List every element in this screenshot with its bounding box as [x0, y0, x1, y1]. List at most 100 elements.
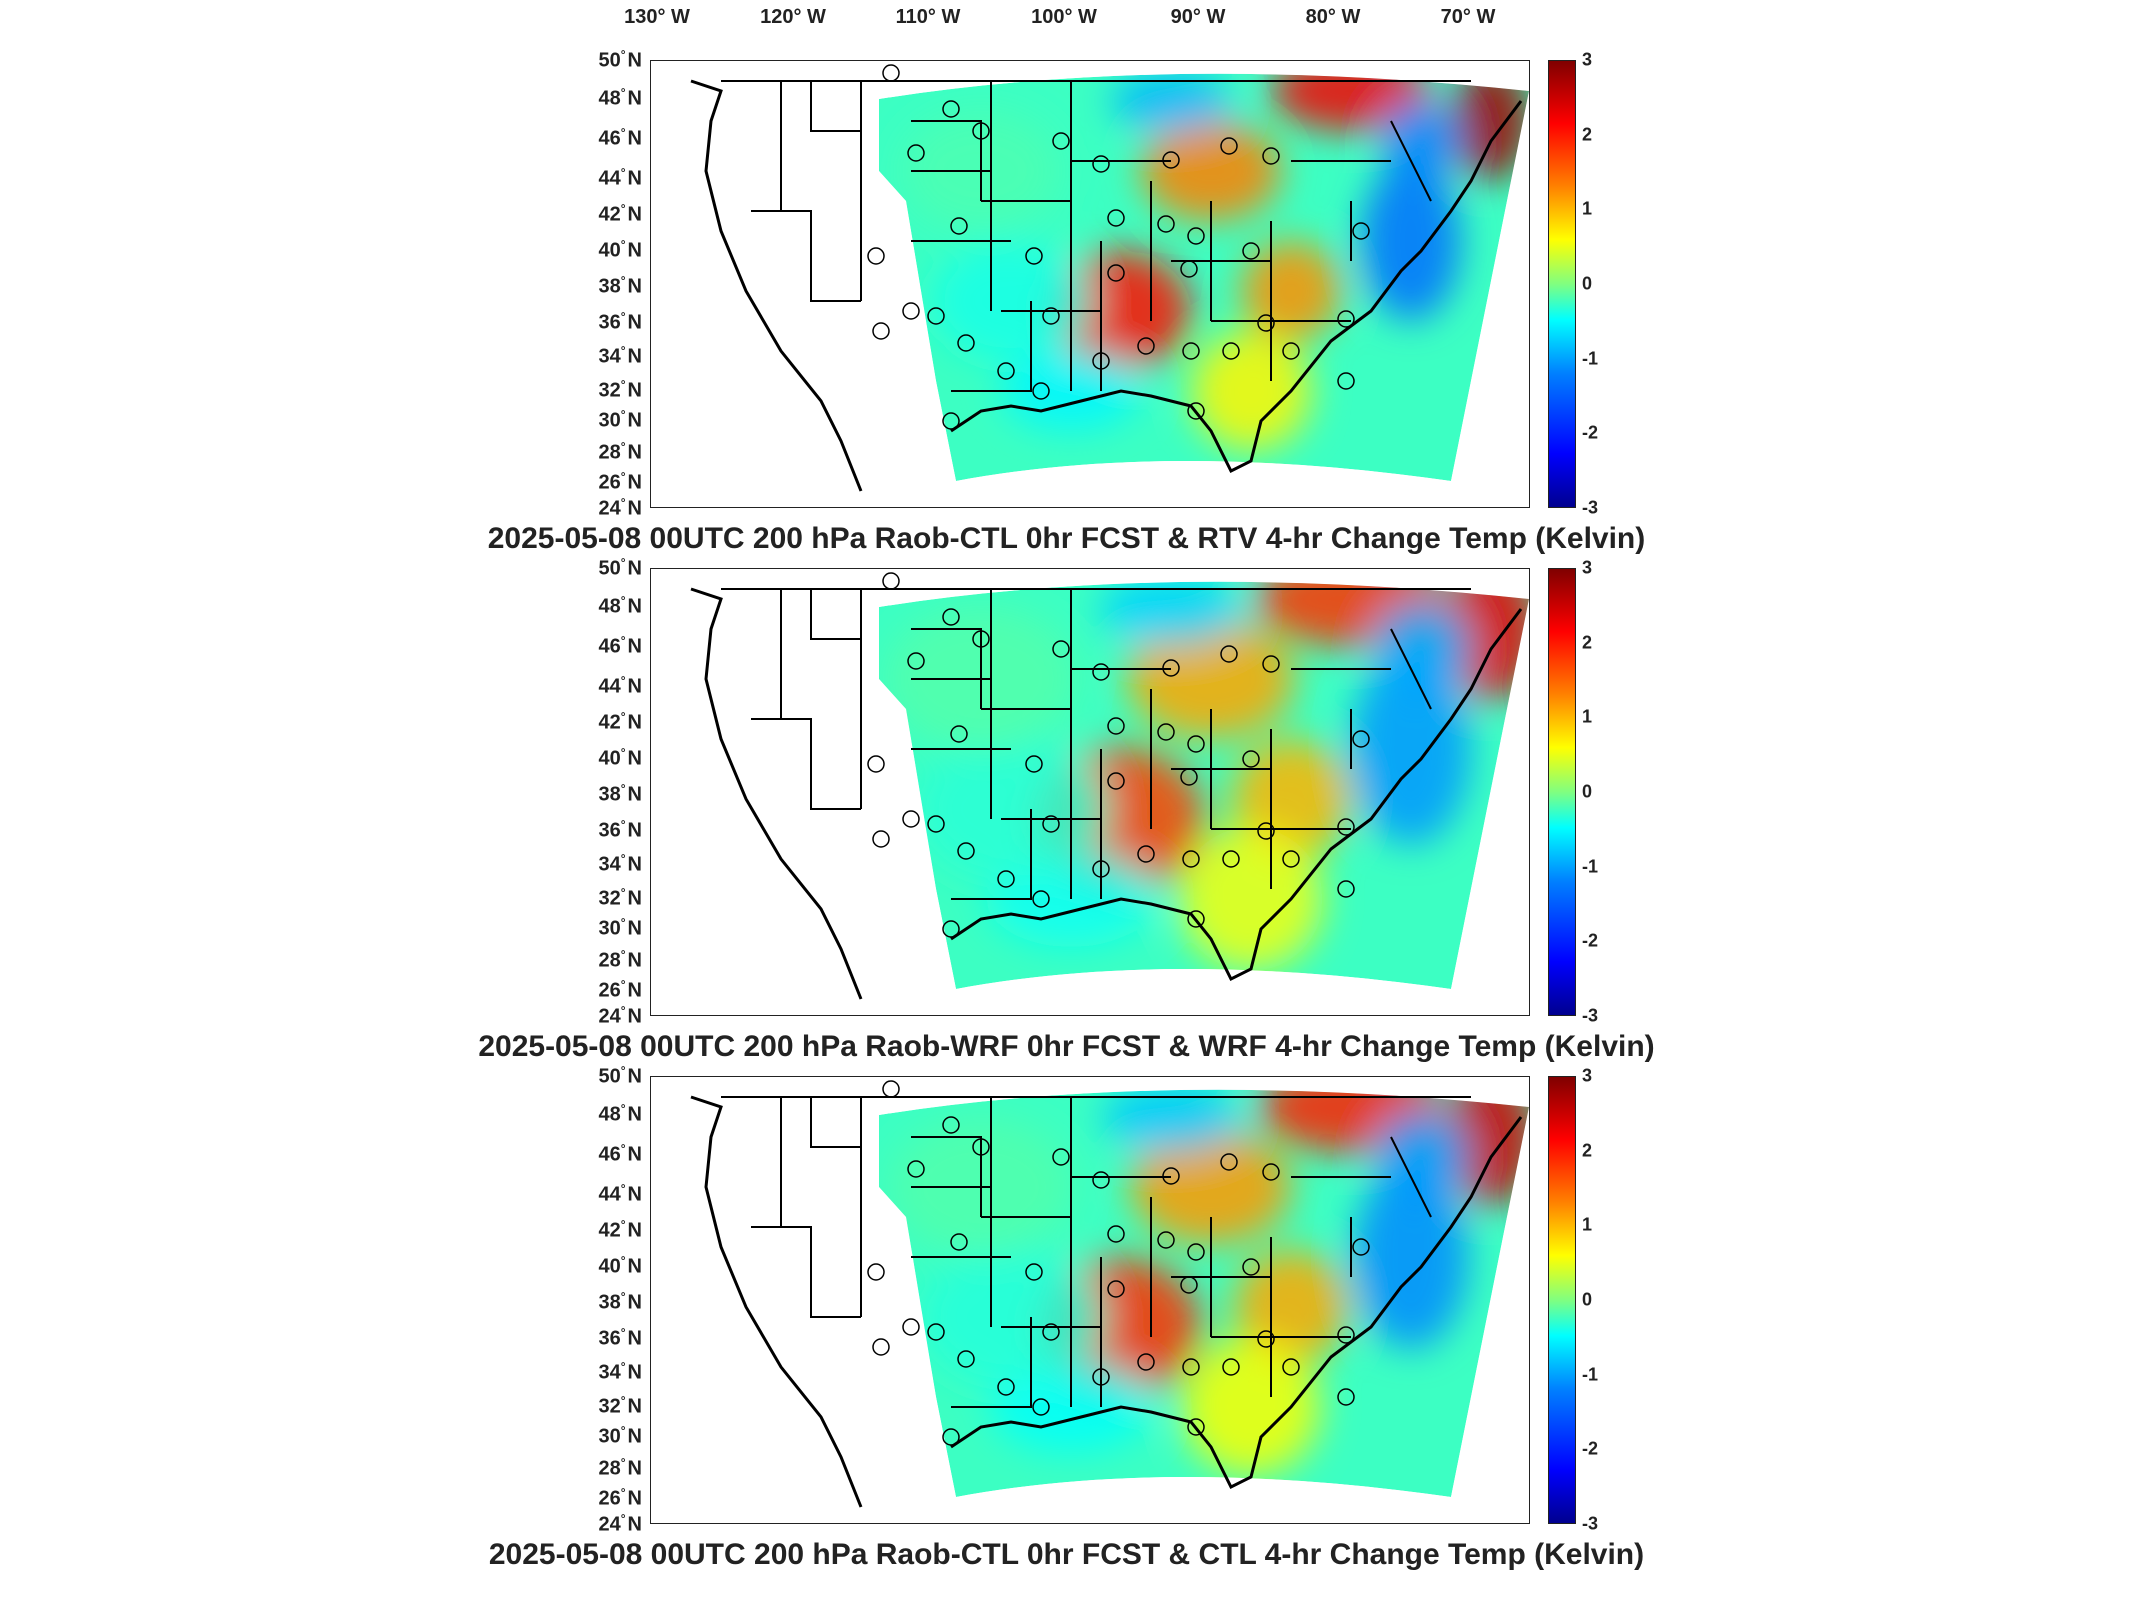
- lat-label-38n: 38° N: [598, 1289, 642, 1314]
- lat-label-46n: 46° N: [598, 125, 642, 150]
- colorbar-3: [1548, 1076, 1576, 1524]
- raob-station-marker: [882, 64, 900, 82]
- raob-station-marker: [1180, 260, 1198, 278]
- raob-station-marker: [902, 810, 920, 828]
- raob-station-marker: [907, 1160, 925, 1178]
- lat-label-28n: 28° N: [598, 439, 642, 464]
- raob-station-marker: [867, 1263, 885, 1281]
- field-anomaly: [1127, 619, 1295, 739]
- lat-label-26n: 26° N: [598, 1485, 642, 1510]
- lat-label-24n: 24° N: [598, 1511, 642, 1536]
- field-anomaly: [1241, 241, 1341, 341]
- raob-station-marker: [1337, 372, 1355, 390]
- raob-station-marker: [927, 307, 945, 325]
- raob-station-marker: [950, 1233, 968, 1251]
- state-border: [810, 1097, 861, 1148]
- state-border: [951, 1317, 1032, 1408]
- temperature-map-1: [690, 64, 1529, 492]
- raob-station-marker: [1157, 215, 1175, 233]
- raob-station-marker: [942, 1428, 960, 1446]
- raob-station-marker: [1337, 310, 1355, 328]
- raob-station-marker: [1107, 717, 1125, 735]
- raob-station-marker: [1337, 1326, 1355, 1344]
- lat-label-40n: 40° N: [598, 745, 642, 770]
- lat-label-42n: 42° N: [598, 709, 642, 734]
- lat-label-30n: 30° N: [598, 407, 642, 432]
- raob-station-marker: [997, 362, 1015, 380]
- colorbar-2: [1548, 568, 1576, 1016]
- raob-station-marker: [1222, 342, 1240, 360]
- raob-station-marker: [1137, 337, 1155, 355]
- raob-station-marker: [1157, 723, 1175, 741]
- raob-station-marker: [1052, 1148, 1070, 1166]
- raob-station-marker: [1092, 155, 1110, 173]
- lat-label-28n: 28° N: [598, 947, 642, 972]
- raob-station-marker: [1180, 1276, 1198, 1294]
- raob-station-marker: [1182, 850, 1200, 868]
- raob-station-marker: [902, 1318, 920, 1336]
- colorbar-tick-label: -3: [1582, 1513, 1599, 1534]
- lat-label-32n: 32° N: [598, 1393, 642, 1418]
- raob-station-marker: [1220, 645, 1238, 663]
- field-anomaly: [1381, 101, 1461, 181]
- raob-station-marker: [1352, 1238, 1370, 1256]
- raob-station-marker: [950, 725, 968, 743]
- lat-label-40n: 40° N: [598, 237, 642, 262]
- raob-station-marker: [1242, 242, 1260, 260]
- field-anomaly: [1099, 581, 1243, 645]
- lon-label-120w: 120° W: [760, 6, 826, 28]
- colorbar-tick-label: 3: [1582, 49, 1593, 70]
- lat-label-30n: 30° N: [598, 1423, 642, 1448]
- raob-station-marker: [1162, 1167, 1180, 1185]
- lon-label-110w: 110° W: [895, 6, 961, 28]
- raob-station-marker: [1025, 247, 1043, 265]
- field-anomaly: [1351, 653, 1471, 845]
- raob-station-marker: [1042, 815, 1060, 833]
- raob-station-marker: [1092, 352, 1110, 370]
- field-anomaly: [1191, 331, 1311, 451]
- lat-label-42n: 42° N: [598, 1217, 642, 1242]
- raob-station-marker: [927, 1323, 945, 1341]
- lat-label-30n: 30° N: [598, 915, 642, 940]
- lat-label-32n: 32° N: [598, 377, 642, 402]
- panel-title-2: 2025-05-08 00UTC 200 hPa Raob-WRF 0hr FC…: [478, 1030, 1655, 1063]
- raob-station-marker: [1337, 1388, 1355, 1406]
- coastline: [690, 1095, 1523, 1508]
- lon-label-90w: 90° W: [1170, 6, 1226, 28]
- raob-station-marker: [1262, 655, 1280, 673]
- map-frame-1: [650, 60, 1530, 508]
- raob-station-marker: [1187, 1243, 1205, 1261]
- raob-station-marker: [1337, 880, 1355, 898]
- raob-station-marker: [1337, 818, 1355, 836]
- raob-station-marker: [1352, 222, 1370, 240]
- raob-station-marker: [1220, 137, 1238, 155]
- lat-label-24n: 24° N: [598, 495, 642, 520]
- colorbar-tick-label: 0: [1582, 1289, 1593, 1310]
- raob-station-marker: [972, 630, 990, 648]
- field-anomaly: [1271, 73, 1431, 131]
- field-anomaly: [1361, 161, 1461, 321]
- coastline: [690, 587, 1523, 1000]
- lat-label-44n: 44° N: [598, 1181, 642, 1206]
- colorbar-tick-label: 3: [1582, 557, 1593, 578]
- raob-station-marker: [872, 830, 890, 848]
- colorbar-tick-label: -3: [1582, 497, 1599, 518]
- colorbar-tick-label: 1: [1582, 706, 1593, 727]
- lat-label-46n: 46° N: [598, 633, 642, 658]
- raob-station-marker: [1187, 735, 1205, 753]
- colorbar-tick-label: 2: [1582, 124, 1593, 145]
- raob-station-marker: [1107, 1280, 1125, 1298]
- raob-station-marker: [1025, 1263, 1043, 1281]
- raob-station-marker: [1187, 910, 1205, 928]
- raob-station-marker: [1107, 264, 1125, 282]
- state-border: [751, 210, 861, 302]
- lat-label-24n: 24° N: [598, 1003, 642, 1028]
- lat-label-50n: 50° N: [598, 47, 642, 72]
- field-anomaly: [1141, 121, 1281, 221]
- lat-label-36n: 36° N: [598, 1325, 642, 1350]
- colorbar-tick-label: -2: [1582, 930, 1599, 951]
- raob-station-marker: [957, 842, 975, 860]
- raob-station-marker: [1092, 1171, 1110, 1189]
- lat-label-50n: 50° N: [598, 1063, 642, 1088]
- raob-station-marker: [1222, 850, 1240, 868]
